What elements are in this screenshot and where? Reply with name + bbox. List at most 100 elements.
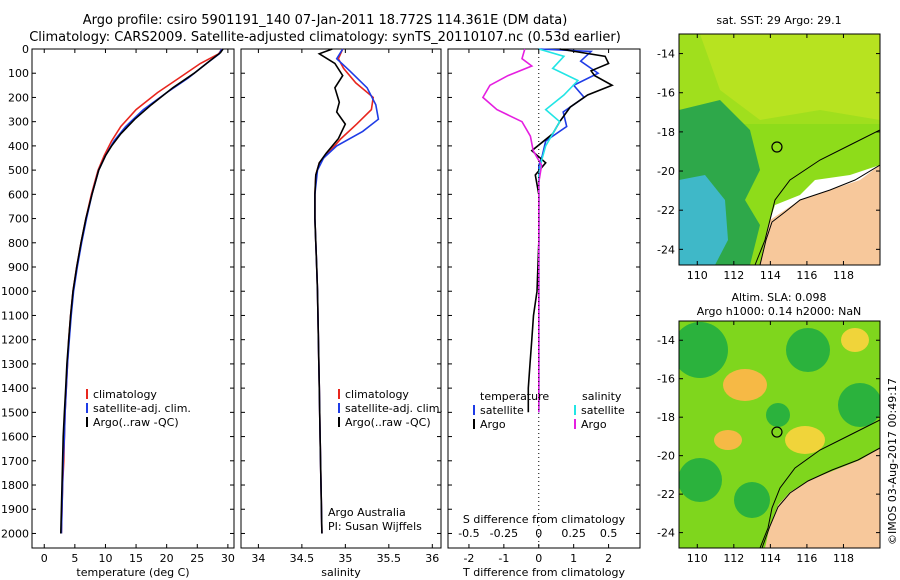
map-x-tick-label: 114 (760, 269, 781, 282)
x-tick-label: 36 (425, 552, 439, 565)
y-tick-label: 1300 (1, 358, 29, 371)
y-tick-label: 1600 (1, 431, 29, 444)
legend-label: satellite-adj. clim. (93, 402, 191, 415)
legend-heading: salinity (582, 390, 622, 403)
x-tick-label: 35 (338, 552, 352, 565)
legend-label: climatology (93, 388, 157, 401)
sst-map-title: sat. SST: 29 Argo: 29.1 (716, 14, 841, 27)
x-tick-label: 15 (129, 552, 143, 565)
sla-map-high-anomaly (786, 328, 830, 372)
figure-title-line1: Argo profile: csiro 5901191_140 07-Jan-2… (82, 13, 568, 28)
map-x-tick-label: 116 (796, 552, 817, 565)
sla-map-high-anomaly (679, 458, 722, 502)
s-tick-label: 0.5 (600, 527, 618, 540)
salinity-annotation: Argo Australia (328, 506, 406, 519)
x-tick-label: 1 (570, 552, 577, 565)
map-x-tick-label: 112 (723, 552, 744, 565)
series-line-2 (314, 48, 347, 534)
legend-label: satellite-adj. clim. (345, 402, 443, 415)
sst-map-frame (678, 33, 881, 266)
map-y-tick-label: -24 (657, 527, 675, 540)
temperature-plot-frame (31, 48, 235, 549)
map-y-tick-label: -20 (657, 165, 675, 178)
map-y-tick-label: -24 (657, 243, 675, 256)
sst-map-argo-marker (771, 141, 783, 153)
sla-map-high-anomaly (766, 403, 790, 427)
y-tick-label: 1000 (1, 285, 29, 298)
legend-label: Argo(..raw -QC) (345, 416, 431, 429)
sla-map-low-anomaly (785, 426, 825, 454)
x-tick-label: 0 (41, 552, 48, 565)
y-tick-label: 1900 (1, 503, 29, 516)
map-x-tick-label: 116 (796, 269, 817, 282)
y-tick-label: 2000 (1, 527, 29, 540)
y-tick-label: 100 (8, 67, 29, 80)
sla-map-frame (678, 320, 881, 549)
sla-map-land (765, 448, 880, 548)
x-tick-label: 25 (190, 552, 204, 565)
difference-plot: -2 -1 0 1 2T difference from climatology -0.5… (448, 48, 640, 579)
sla-map-low-anomaly (841, 328, 869, 352)
sla-map-argo-marker (771, 426, 783, 438)
sla-map-high-anomaly (838, 383, 880, 427)
map-y-tick-label: -16 (657, 373, 675, 386)
temperature-plot: 0 5 10 15 20 25 300100200300400500600700800900… (1, 43, 235, 579)
map-y-tick-label: -14 (657, 48, 675, 61)
legend-label: climatology (345, 388, 409, 401)
y-tick-label: 800 (8, 237, 29, 250)
sst-map-land (760, 165, 880, 265)
y-tick-label: 1100 (1, 309, 29, 322)
sla-map-high-anomaly (734, 482, 770, 518)
map-y-tick-label: -18 (657, 126, 675, 139)
salinity-plot: 34 34.5 35 35.5 36 salinity climatologysatelli… (241, 48, 443, 579)
x-tick-label: -2 (463, 552, 474, 565)
series-line-2 (60, 48, 224, 534)
x-tick-label: 34 (251, 552, 265, 565)
y-tick-label: 400 (8, 140, 29, 153)
map-y-tick-label: -18 (657, 411, 675, 424)
x-tick-label: 5 (71, 552, 78, 565)
s-tick-label: -0.25 (490, 527, 518, 540)
series-line-1 (527, 48, 614, 413)
x-axis-label: temperature (deg C) (76, 566, 189, 579)
copyright-stamp: ©IMOS 03-Aug-2017 00:49:17 (886, 378, 899, 545)
map-y-tick-label: -14 (657, 334, 675, 347)
legend-heading: temperature (480, 390, 549, 403)
series-line-3 (481, 48, 543, 413)
salinity-annotation: PI: Susan Wijffels (328, 520, 422, 533)
sla-map-coastline (759, 419, 880, 548)
y-tick-label: 1800 (1, 479, 29, 492)
x-tick-label: 0 (535, 552, 542, 565)
sla-map-low-anomaly (714, 430, 742, 450)
sla-map-low-anomaly (723, 369, 767, 401)
difference-plot-frame (447, 48, 641, 549)
x-tick-label: 2 (605, 552, 612, 565)
legend-label: Argo(..raw -QC) (93, 416, 179, 429)
x-axis-label: salinity (321, 566, 361, 579)
map-x-tick-label: 114 (760, 552, 781, 565)
legend-label: satellite (581, 404, 625, 417)
map-y-tick-label: -22 (657, 488, 675, 501)
x-tick-label: -1 (498, 552, 509, 565)
legend-label: Argo (480, 418, 506, 431)
sla-map-shelf-contour (761, 447, 880, 548)
y-tick-label: 600 (8, 188, 29, 201)
x-axis-label: T difference from climatology (462, 566, 625, 579)
y-tick-label: 200 (8, 91, 29, 104)
sla-map-title: Altim. SLA: 0.098 (731, 291, 826, 304)
map-x-tick-label: 110 (687, 269, 708, 282)
x-tick-label: 10 (98, 552, 112, 565)
y-tick-label: 0 (22, 43, 29, 56)
y-tick-label: 1400 (1, 382, 29, 395)
x-tick-label: 34.5 (290, 552, 315, 565)
x-tick-label: 30 (221, 552, 235, 565)
map-x-tick-label: 118 (833, 269, 854, 282)
s-tick-label: 0.25 (561, 527, 586, 540)
figure-title-line2: Climatology: CARS2009. Satellite-adjuste… (29, 30, 621, 45)
s-axis-label: S difference from climatology (463, 513, 626, 526)
map-y-tick-label: -20 (657, 450, 675, 463)
y-tick-label: 1700 (1, 455, 29, 468)
y-tick-label: 1200 (1, 334, 29, 347)
y-tick-label: 1500 (1, 406, 29, 419)
map-y-tick-label: -22 (657, 204, 675, 217)
